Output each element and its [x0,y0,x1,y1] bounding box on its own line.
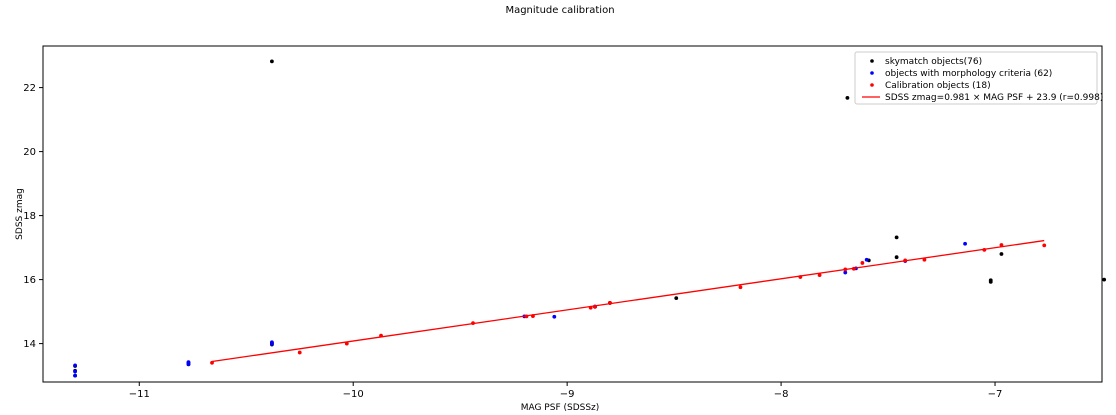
calibration-point [297,350,302,355]
y-tick-label: 22 [23,83,36,94]
fit-line [211,239,1045,363]
skymatch-point [845,95,850,100]
plot-frame [42,45,1103,383]
y-axis-label: SDSS zmag [15,188,25,240]
morphology-point [270,342,274,346]
calibration-point [817,273,822,278]
morphology-point [73,373,77,378]
skymatch-point [270,59,274,64]
morphology-point [186,362,191,366]
chart-title: Magnitude calibration [505,5,614,16]
skymatch-point [894,255,899,260]
legend-label-calibration: Calibration objects (18) [885,81,991,91]
calibration-point [860,261,865,265]
legend-label-fit: SDSS zmag=0.981 × MAG PSF + 23.9 (r=0.99… [885,93,1103,103]
morphology-point [552,314,557,319]
skymatch-point [988,279,993,284]
morphology-point [843,270,848,275]
y-tick-label: 14 [23,339,36,350]
skymatch-point [894,235,899,240]
calibration-point [738,285,743,290]
y-tick-label: 16 [23,275,36,286]
y-tick-label: 18 [23,211,36,222]
morphology-point [963,241,967,246]
calibration-point [1042,243,1047,248]
legend-box [854,51,1098,105]
x-tick-label: −9 [560,389,575,400]
legend-marker-skymatch [870,59,874,63]
calibration-point [922,257,927,262]
x-axis-label: MAG PSF (SDSSz) [521,403,600,413]
morphology-point [73,369,77,374]
legend: skymatch objects(76) objects with morpho… [854,51,1103,105]
skymatch-point [999,252,1004,256]
x-tick-label: −7 [988,389,1003,400]
x-tick-label: −11 [129,389,150,400]
legend-label-morphology: objects with morphology criteria (62) [885,69,1052,79]
plot-area [73,59,1107,378]
morphology-point [73,363,77,368]
skymatch-point [674,296,679,301]
legend-label-skymatch: skymatch objects(76) [885,57,982,67]
y-tick-label: 20 [23,147,36,158]
legend-marker-morphology [870,71,874,75]
x-tick-label: −10 [343,389,364,400]
axis-ticks: −11 −10 −9 −8 −7 14 16 18 20 22 [23,83,1002,400]
legend-marker-calibration [870,83,874,87]
morphology-point [864,257,869,262]
skymatch-point [1102,277,1107,282]
x-tick-label: −8 [774,389,789,400]
